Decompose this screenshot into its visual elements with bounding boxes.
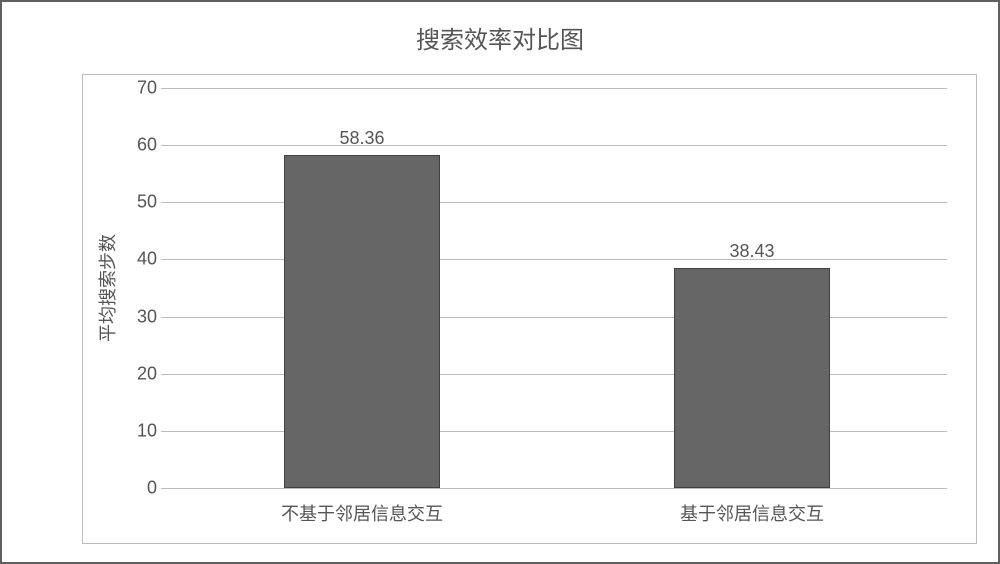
y-tick-label: 0	[147, 478, 167, 499]
chart-title: 搜索效率对比图	[2, 20, 998, 55]
y-tick-label: 60	[137, 135, 167, 156]
y-tick-label: 30	[137, 306, 167, 327]
category-label: 基于邻居信息交互	[680, 488, 824, 526]
y-tick-label: 40	[137, 249, 167, 270]
bar	[284, 155, 440, 488]
plot-area: 01020304050607058.36不基于邻居信息交互38.43基于邻居信息…	[167, 88, 947, 488]
bar-value-label: 58.36	[339, 128, 384, 149]
y-axis-label: 平均搜索步数	[94, 234, 120, 342]
category-label: 不基于邻居信息交互	[281, 488, 443, 526]
bar-value-label: 38.43	[729, 241, 774, 262]
y-tick-label: 10	[137, 420, 167, 441]
y-tick-label: 70	[137, 78, 167, 99]
y-tick-label: 50	[137, 192, 167, 213]
gridline	[167, 145, 947, 146]
bar	[674, 268, 830, 488]
y-tick-label: 20	[137, 363, 167, 384]
gridline	[167, 88, 947, 89]
chart-outer-frame: 搜索效率对比图 01020304050607058.36不基于邻居信息交互38.…	[0, 0, 1000, 564]
